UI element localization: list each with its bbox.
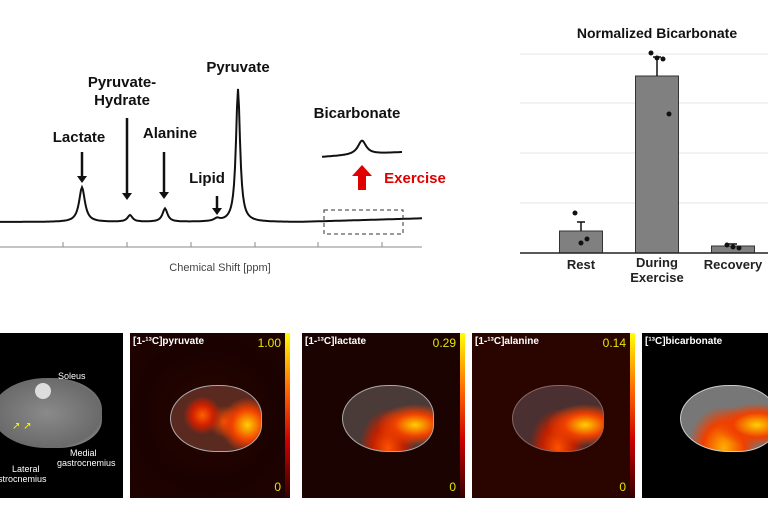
category-recovery: Recovery <box>703 257 763 272</box>
label-exercise: Exercise <box>384 170 446 187</box>
label-lateral: Lateral <box>12 464 40 474</box>
category-rest: Rest <box>566 257 596 272</box>
label-lipid: Lipid <box>189 170 225 187</box>
alanine-map: [1-¹³C]alanine 0.14 0 <box>472 333 635 498</box>
bone <box>35 383 51 399</box>
pyruvate-map: [1-¹³C]pyruvate 1.00 0 <box>130 333 290 498</box>
leg-overlay <box>680 385 768 452</box>
data-point <box>648 50 654 56</box>
down-arrow-head <box>77 176 87 183</box>
leg-overlay <box>512 385 604 452</box>
leg-cross-section <box>0 378 102 448</box>
data-point <box>724 242 730 248</box>
down-arrow-head <box>212 208 222 215</box>
colorbar-max: 0.14 <box>602 336 626 350</box>
data-point <box>666 111 672 117</box>
spectrum-chart <box>0 88 422 248</box>
up-arrow-icon <box>352 165 372 190</box>
label-soleus: Soleus <box>58 371 86 381</box>
spectrum-line <box>0 88 422 223</box>
label-bicarbonate: Bicarbonate <box>313 105 401 122</box>
colorbar-max: 0.29 <box>432 336 456 350</box>
leg-overlay <box>170 385 262 452</box>
data-point <box>572 210 578 216</box>
arrow-icon: ↗ ↗ <box>12 421 32 432</box>
label-pyruvate-hydrate-2: Hydrate <box>94 92 150 109</box>
panel-title: [1-¹³C]lactate <box>305 336 367 347</box>
colorbar <box>630 333 635 498</box>
leg-overlay <box>342 385 434 452</box>
panel-title: [¹³C]bicarbonate <box>645 336 723 347</box>
data-point <box>654 55 660 61</box>
panel-title: [1-¹³C]pyruvate <box>133 336 205 347</box>
bar-chart-title: Normalized Bicarbonate <box>576 25 738 41</box>
down-arrow-head <box>159 192 169 199</box>
colorbar-min: 0 <box>619 480 626 494</box>
data-point <box>578 240 584 246</box>
category-during-exercise: During Exercise <box>630 255 684 285</box>
colorbar <box>460 333 465 498</box>
label-medial: Medial <box>70 448 97 458</box>
bicarbonate-region-box <box>323 209 404 235</box>
down-arrow-head <box>122 193 132 200</box>
data-point <box>660 56 666 62</box>
data-point <box>730 244 736 250</box>
data-point <box>736 245 742 251</box>
bicarbonate-map: [¹³C]bicarbonate <box>642 333 768 498</box>
panel-title: [1-¹³C]alanine <box>475 336 539 347</box>
bicarbonate-inset-line <box>321 139 402 158</box>
label-medial-gastrocnemius: gastrocnemius <box>57 458 116 468</box>
colorbar-min: 0 <box>449 480 456 494</box>
colorbar-min: 0 <box>274 480 281 494</box>
colorbar <box>285 333 290 498</box>
bar-1 <box>635 75 679 254</box>
x-axis-label: Chemical Shift [ppm] <box>169 262 271 274</box>
label-alanine: Alanine <box>142 125 198 142</box>
label-lateral-gastrocnemius: gastrocnemius <box>0 474 47 484</box>
data-point <box>584 236 590 242</box>
anatomical-image: ↗ ↗ Soleus Medial gastrocnemius Lateral … <box>0 333 123 498</box>
colorbar-max: 1.00 <box>257 336 281 350</box>
label-pyruvate: Pyruvate <box>206 59 270 76</box>
label-pyruvate-hydrate-1: Pyruvate- <box>87 74 157 91</box>
lactate-map: [1-¹³C]lactate 0.29 0 <box>302 333 465 498</box>
label-lactate: Lactate <box>52 129 106 146</box>
bar-chart <box>520 50 768 254</box>
